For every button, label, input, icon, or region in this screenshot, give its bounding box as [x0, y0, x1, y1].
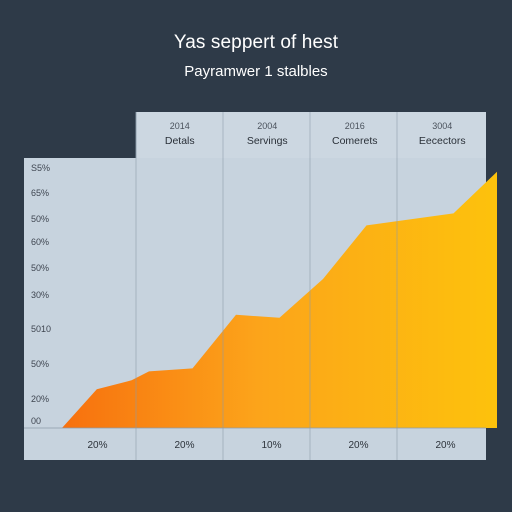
data-point	[192, 368, 194, 370]
data-point	[235, 314, 237, 316]
chart-title: Yas seppert of hest	[173, 32, 339, 53]
x-tick-label: 20%	[87, 440, 107, 451]
y-tick-label: 50%	[31, 359, 49, 369]
header-year-label: 2004	[257, 121, 277, 131]
x-tick-label: 10%	[261, 440, 281, 451]
data-point	[366, 225, 368, 227]
header-year-label: 2014	[170, 121, 190, 131]
header-year-label: 2016	[345, 121, 365, 131]
data-point	[279, 317, 281, 319]
data-point	[96, 389, 98, 391]
x-tick-label: 20%	[348, 440, 368, 451]
header-strip	[136, 112, 486, 158]
x-tick-label: 20%	[174, 440, 194, 451]
header-column-label: Eecectors	[419, 135, 466, 147]
chart-subtitle: Payramwer 1 stalbles	[184, 63, 328, 80]
data-point	[409, 219, 411, 221]
y-tick-label: 30%	[31, 290, 49, 300]
data-point	[453, 213, 455, 215]
data-point	[148, 371, 150, 373]
y-tick-label: 00	[31, 416, 41, 426]
header-column-label: Detals	[165, 135, 195, 147]
data-point	[131, 380, 133, 382]
area-series	[62, 171, 497, 428]
y-tick-label: 50%	[31, 214, 49, 224]
y-tick-label: 5010	[31, 324, 51, 334]
x-tick-label: 20%	[435, 440, 455, 451]
header-column-label: Servings	[247, 135, 288, 147]
data-point	[496, 171, 498, 173]
data-point	[322, 278, 324, 280]
header-column-label: Comerets	[332, 135, 378, 147]
y-tick-label: S5%	[31, 163, 50, 173]
header-year-label: 3004	[432, 121, 452, 131]
y-tick-label: 60%	[31, 237, 49, 247]
y-tick-label: 20%	[31, 394, 49, 404]
y-tick-label: 50%	[31, 263, 49, 273]
y-tick-label: 65%	[31, 188, 49, 198]
